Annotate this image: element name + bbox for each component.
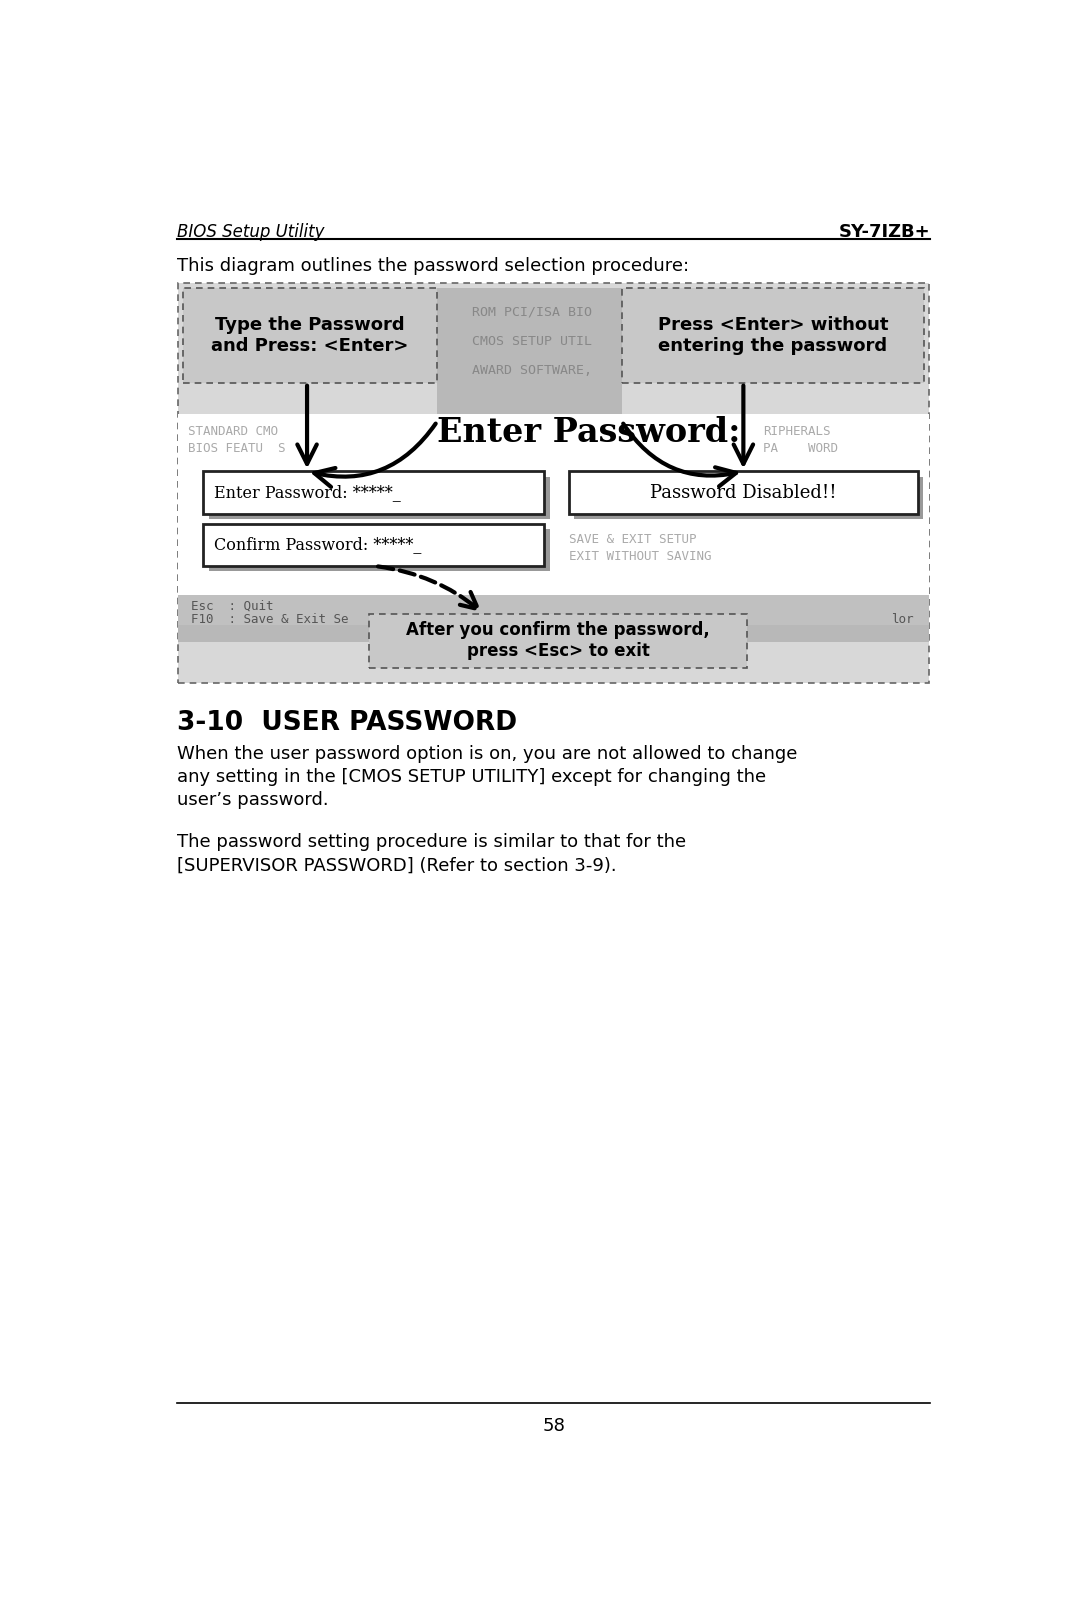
FancyBboxPatch shape — [575, 477, 923, 519]
FancyBboxPatch shape — [208, 529, 550, 571]
Text: RIPHERALS: RIPHERALS — [762, 426, 831, 438]
Text: AWARD SOFTWARE,: AWARD SOFTWARE, — [472, 364, 592, 377]
Text: ROM PCI/ISA BIO: ROM PCI/ISA BIO — [472, 306, 592, 319]
Text: lor: lor — [891, 613, 914, 626]
FancyBboxPatch shape — [177, 594, 930, 626]
Text: PA    WORD: PA WORD — [762, 442, 838, 455]
Text: When the user password option is on, you are not allowed to change: When the user password option is on, you… — [177, 744, 797, 762]
Text: BIOS Setup Utility: BIOS Setup Utility — [177, 223, 324, 241]
Text: SY-7IZB+: SY-7IZB+ — [838, 223, 930, 241]
Text: EXIT WITHOUT SAVING: EXIT WITHOUT SAVING — [569, 550, 712, 563]
Text: Enter Password:: Enter Password: — [437, 416, 741, 450]
Text: Enter Password: *****_: Enter Password: *****_ — [214, 484, 401, 502]
Text: any setting in the [CMOS SETUP UTILITY] except for changing the: any setting in the [CMOS SETUP UTILITY] … — [177, 769, 766, 786]
Text: CMOS SETUP UTIL: CMOS SETUP UTIL — [472, 335, 592, 348]
Text: Press <Enter> without
entering the password: Press <Enter> without entering the passw… — [658, 316, 888, 354]
FancyBboxPatch shape — [208, 477, 550, 519]
Text: After you confirm the password,
press <Esc> to exit: After you confirm the password, press <E… — [406, 621, 710, 660]
Text: SAVE & EXIT SETUP: SAVE & EXIT SETUP — [569, 532, 697, 545]
Text: 58: 58 — [542, 1417, 565, 1435]
Text: F10  : Save & Exit Se: F10 : Save & Exit Se — [191, 613, 348, 626]
FancyBboxPatch shape — [369, 613, 747, 668]
Text: The password setting procedure is similar to that for the: The password setting procedure is simila… — [177, 833, 686, 851]
Text: Esc  : Quit: Esc : Quit — [191, 600, 273, 613]
Text: Password Disabled!!: Password Disabled!! — [650, 484, 837, 502]
Text: BIOS FEATU  S: BIOS FEATU S — [188, 442, 285, 455]
FancyBboxPatch shape — [203, 471, 544, 513]
Text: Confirm Password: *****_: Confirm Password: *****_ — [214, 537, 421, 553]
FancyArrowPatch shape — [314, 424, 435, 487]
FancyBboxPatch shape — [437, 288, 622, 414]
FancyBboxPatch shape — [569, 471, 918, 513]
Text: Time, Date, Hard Disk Type...: Time, Date, Hard Disk Type... — [445, 626, 662, 639]
FancyBboxPatch shape — [177, 414, 930, 633]
FancyBboxPatch shape — [177, 626, 930, 642]
Text: user’s password.: user’s password. — [177, 791, 328, 809]
FancyBboxPatch shape — [177, 283, 930, 683]
Text: 3-10  USER PASSWORD: 3-10 USER PASSWORD — [177, 710, 517, 736]
Text: This diagram outlines the password selection procedure:: This diagram outlines the password selec… — [177, 257, 689, 275]
FancyBboxPatch shape — [183, 288, 437, 383]
Text: STANDARD CMO: STANDARD CMO — [188, 426, 278, 438]
Text: [SUPERVISOR PASSWORD] (Refer to section 3-9).: [SUPERVISOR PASSWORD] (Refer to section … — [177, 856, 617, 874]
Text: Type the Password
and Press: <Enter>: Type the Password and Press: <Enter> — [212, 316, 409, 354]
FancyArrowPatch shape — [623, 424, 737, 487]
FancyBboxPatch shape — [203, 524, 544, 566]
FancyBboxPatch shape — [622, 288, 924, 383]
